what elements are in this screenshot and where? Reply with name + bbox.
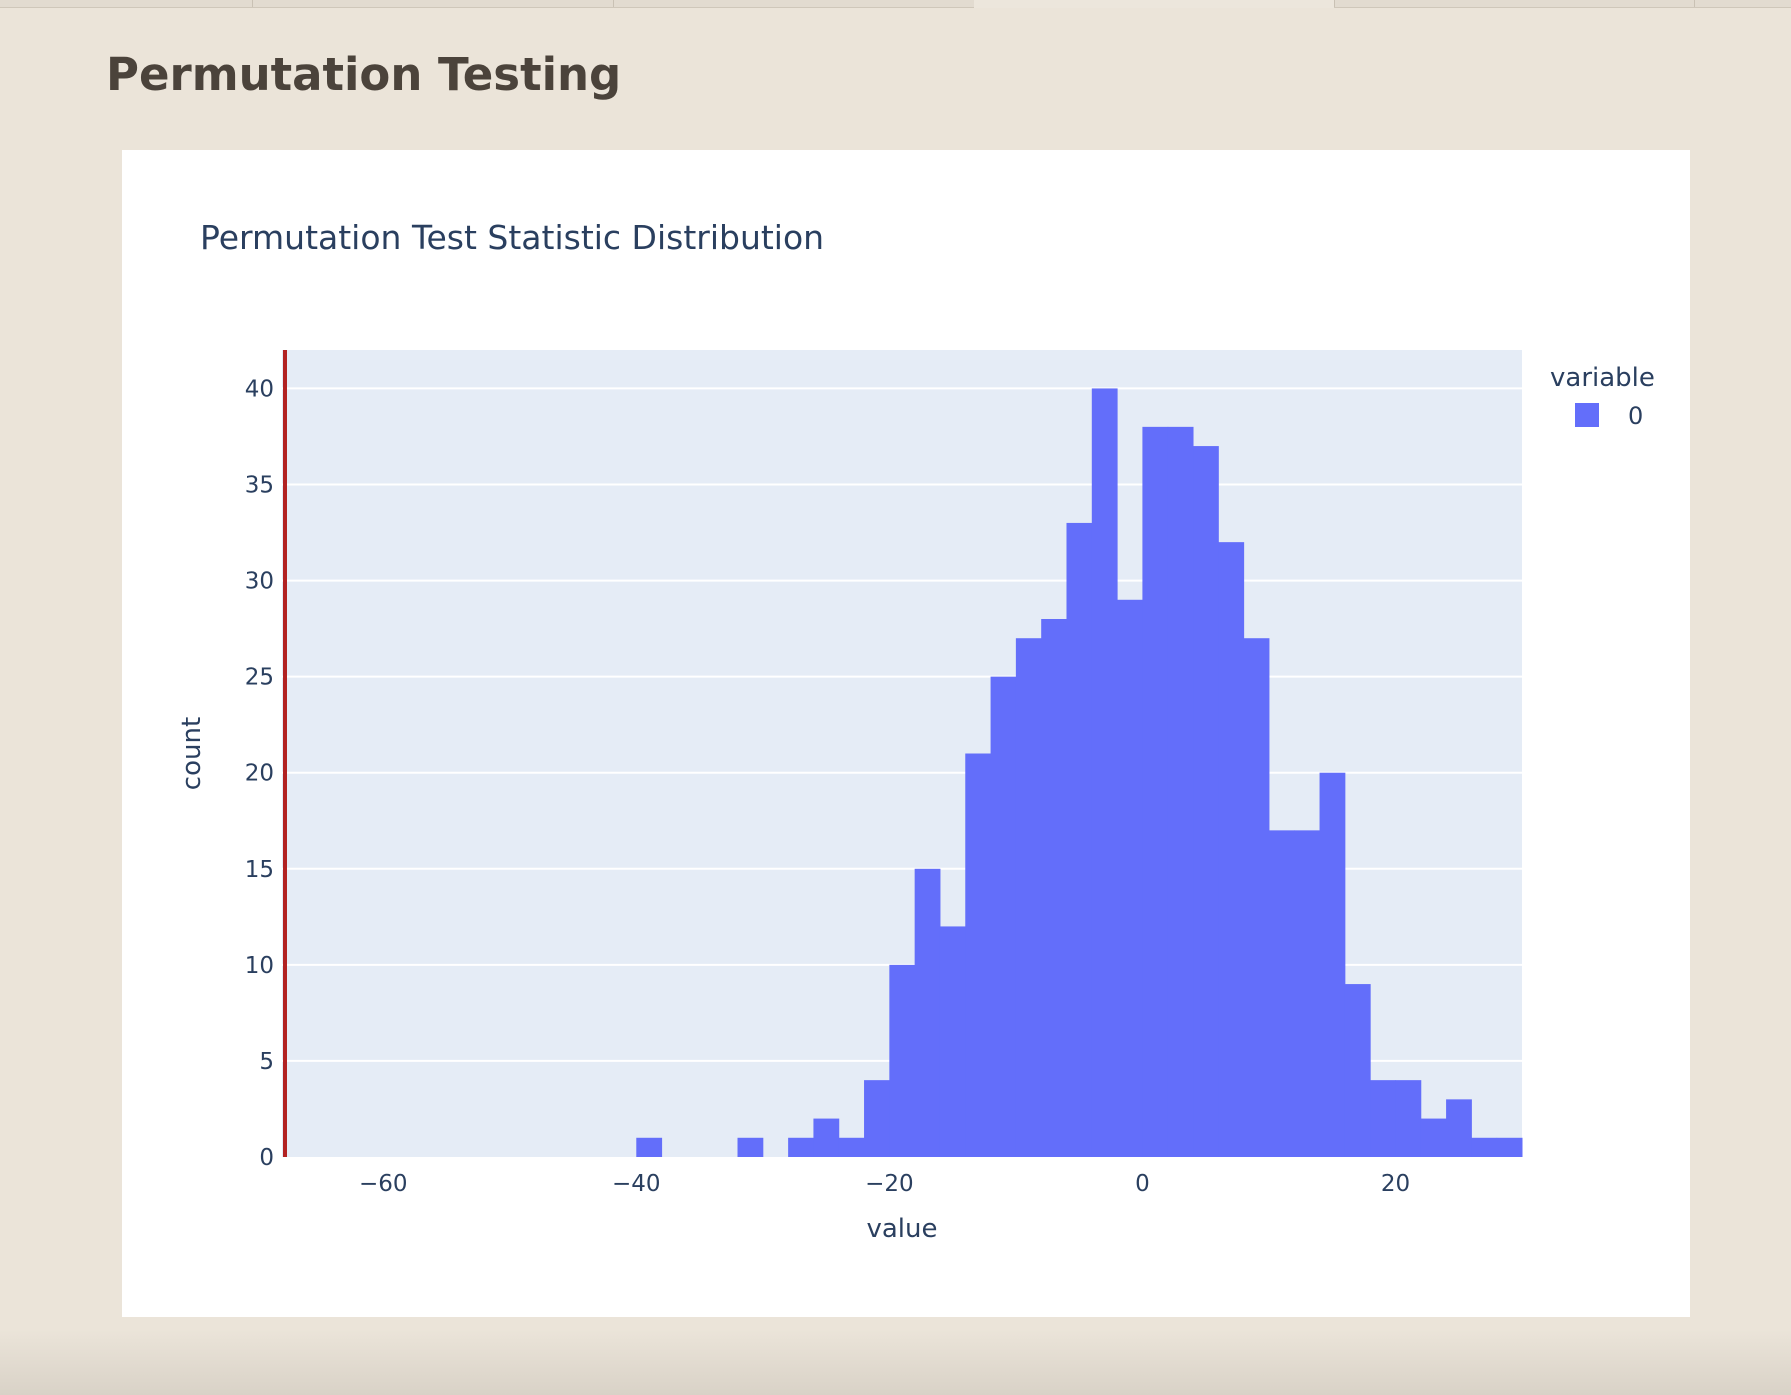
histogram-bar[interactable] [864, 1080, 890, 1157]
histogram-bar[interactable] [838, 1137, 865, 1157]
histogram-bar[interactable] [914, 868, 941, 1157]
histogram-bar[interactable] [1117, 599, 1143, 1157]
legend-entry-label: 0 [1628, 402, 1643, 430]
histogram-bar[interactable] [1294, 830, 1321, 1157]
legend[interactable]: variable 0 [1550, 363, 1655, 430]
bottom-shadow [0, 1330, 1791, 1395]
histogram-bars [636, 388, 1523, 1158]
y-tick-label: 30 [245, 569, 274, 595]
y-tick-label: 0 [259, 1145, 274, 1171]
x-tick-label: −40 [612, 1171, 661, 1197]
histogram-bar[interactable] [1243, 638, 1270, 1157]
y-tick-label: 15 [245, 857, 274, 883]
histogram-chart[interactable]: Permutation Test Statistic Distribution … [122, 150, 1690, 1317]
tab-separator [1334, 0, 1335, 7]
histogram-bar[interactable] [1471, 1137, 1498, 1157]
histogram-bar[interactable] [1015, 638, 1042, 1157]
histogram-bar[interactable] [813, 1118, 840, 1157]
histogram-bar[interactable] [1420, 1118, 1447, 1157]
y-tick-label: 25 [245, 665, 274, 691]
tab-separator [252, 0, 253, 7]
tab-separator [613, 0, 614, 7]
y-tick-label: 40 [245, 376, 274, 402]
histogram-bar[interactable] [1319, 772, 1346, 1157]
y-tick-labels: 0 5 10 15 20 25 30 35 40 [245, 376, 274, 1171]
histogram-bar[interactable] [1142, 426, 1169, 1157]
y-tick-label: 35 [245, 473, 274, 499]
top-tab-strip [0, 0, 1791, 8]
histogram-bar[interactable] [965, 753, 992, 1158]
tab-separator [1694, 0, 1695, 7]
histogram-bar[interactable] [1218, 542, 1245, 1157]
histogram-bar[interactable] [1193, 446, 1219, 1158]
histogram-bar[interactable] [1041, 619, 1067, 1157]
chart-card: Permutation Test Statistic Distribution … [122, 150, 1690, 1317]
histogram-bar[interactable] [737, 1137, 764, 1157]
y-tick-label: 20 [245, 761, 274, 787]
histogram-bar[interactable] [1268, 830, 1295, 1157]
y-axis-label: count [177, 717, 207, 790]
x-tick-label: 0 [1135, 1171, 1150, 1197]
histogram-bar[interactable] [1091, 388, 1118, 1157]
x-tick-labels: −60 −40 −20 0 20 [359, 1171, 1410, 1197]
x-tick-label: 20 [1381, 1171, 1410, 1197]
tab-active[interactable] [974, 0, 1334, 8]
y-tick-label: 10 [245, 953, 274, 979]
histogram-bar[interactable] [1395, 1080, 1422, 1157]
legend-title: variable [1550, 363, 1655, 393]
histogram-bar[interactable] [1370, 1080, 1396, 1157]
x-axis-label: value [866, 1214, 937, 1244]
histogram-bar[interactable] [939, 926, 966, 1157]
x-tick-label: −20 [865, 1171, 914, 1197]
page-title: Permutation Testing [106, 48, 622, 101]
histogram-bar[interactable] [636, 1137, 663, 1157]
histogram-bar[interactable] [1167, 426, 1194, 1157]
histogram-bar[interactable] [889, 964, 916, 1157]
y-tick-label: 5 [259, 1049, 274, 1075]
legend-swatch[interactable] [1575, 403, 1599, 427]
histogram-bar[interactable] [990, 676, 1017, 1157]
histogram-bar[interactable] [1344, 984, 1371, 1157]
chart-title: Permutation Test Statistic Distribution [200, 218, 824, 257]
histogram-bar[interactable] [788, 1137, 814, 1157]
histogram-bar[interactable] [1446, 1099, 1472, 1157]
histogram-bar[interactable] [1066, 522, 1093, 1157]
histogram-bar[interactable] [1496, 1137, 1523, 1157]
x-tick-label: −60 [359, 1171, 408, 1197]
